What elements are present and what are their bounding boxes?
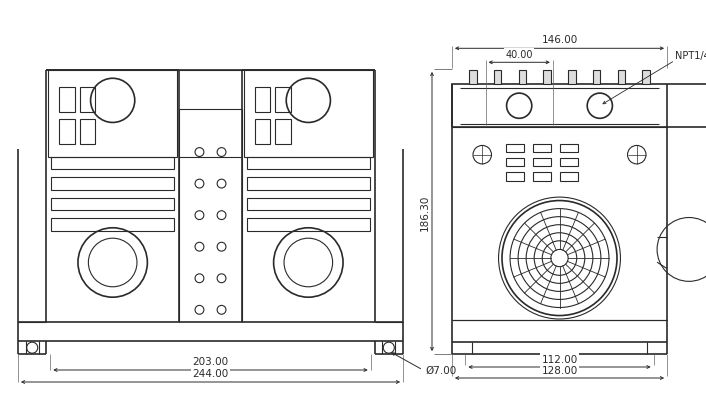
- Text: 244.00: 244.00: [192, 368, 229, 378]
- Bar: [247, 157, 370, 170]
- Text: 112.00: 112.00: [542, 354, 578, 364]
- Bar: [568, 71, 575, 85]
- Bar: [49, 71, 177, 157]
- Bar: [255, 88, 270, 112]
- Bar: [80, 119, 95, 145]
- Bar: [532, 144, 551, 153]
- Bar: [452, 85, 706, 128]
- Bar: [593, 71, 600, 85]
- Text: 40.00: 40.00: [505, 50, 533, 60]
- Bar: [51, 198, 174, 211]
- Bar: [544, 71, 551, 85]
- Bar: [247, 178, 370, 191]
- Bar: [559, 173, 578, 181]
- Bar: [532, 159, 551, 167]
- Bar: [494, 71, 501, 85]
- Text: Ø7.00: Ø7.00: [425, 365, 456, 375]
- Bar: [59, 119, 75, 145]
- Bar: [244, 71, 373, 157]
- Bar: [505, 159, 525, 167]
- Bar: [642, 71, 650, 85]
- Bar: [519, 71, 526, 85]
- Bar: [559, 159, 578, 167]
- Bar: [469, 71, 477, 85]
- Text: 146.00: 146.00: [542, 35, 578, 45]
- Text: 186.30: 186.30: [420, 194, 430, 230]
- Text: NPT1/4'': NPT1/4'': [675, 51, 706, 61]
- Bar: [618, 71, 625, 85]
- Bar: [275, 119, 291, 145]
- Bar: [59, 88, 75, 112]
- Bar: [247, 219, 370, 231]
- Bar: [51, 219, 174, 231]
- Bar: [532, 173, 551, 181]
- Bar: [505, 144, 525, 153]
- Bar: [559, 144, 578, 153]
- Bar: [247, 198, 370, 211]
- Text: 128.00: 128.00: [542, 365, 578, 375]
- Text: 203.00: 203.00: [193, 356, 229, 366]
- Bar: [275, 88, 291, 112]
- Bar: [505, 173, 525, 181]
- Bar: [51, 157, 174, 170]
- Bar: [255, 119, 270, 145]
- Bar: [51, 178, 174, 191]
- Bar: [80, 88, 95, 112]
